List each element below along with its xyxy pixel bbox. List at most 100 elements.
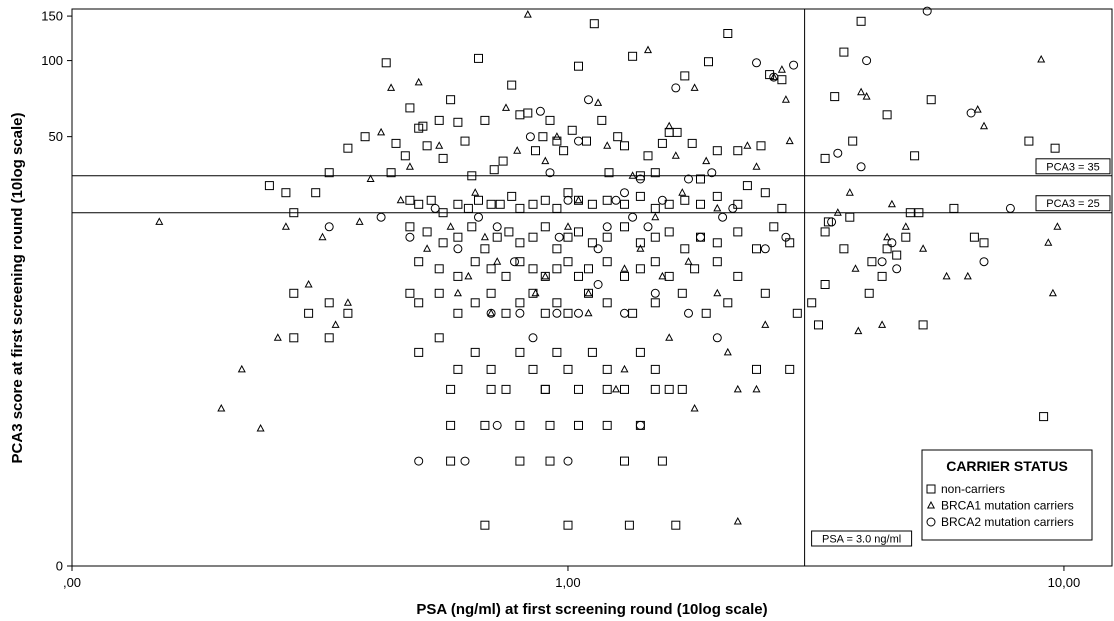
square-point <box>480 420 490 430</box>
square-point <box>495 199 505 209</box>
square-point <box>602 195 612 205</box>
square-point <box>680 244 690 254</box>
square-point <box>343 308 353 318</box>
square-point <box>446 420 456 430</box>
circle-point <box>789 60 799 70</box>
triangle-point <box>761 320 770 328</box>
triangle-point <box>256 423 265 432</box>
square-point <box>969 232 979 242</box>
square-point <box>664 384 674 394</box>
triangle-point <box>752 162 761 170</box>
square-point <box>760 288 770 298</box>
triangle-point <box>155 217 164 225</box>
triangle-point <box>857 87 866 96</box>
square-point <box>949 203 959 213</box>
square-point <box>680 71 690 81</box>
square-point <box>602 420 612 430</box>
circle-point <box>545 168 555 178</box>
square-point <box>438 208 448 218</box>
triangle-point <box>594 98 603 106</box>
circle-point <box>574 308 583 318</box>
y-tick-label: 100 <box>41 53 63 68</box>
square-point <box>470 298 480 308</box>
triangle-point <box>887 199 896 208</box>
square-point <box>635 191 645 201</box>
square-point <box>289 333 299 343</box>
triangle-point <box>979 121 989 130</box>
circle-point <box>584 95 593 105</box>
triangle-point <box>273 333 282 341</box>
square-point <box>515 456 525 466</box>
square-point <box>528 264 538 274</box>
circle-point <box>376 212 386 222</box>
triangle-point <box>785 136 794 145</box>
square-point <box>823 217 833 227</box>
square-point <box>531 146 540 156</box>
square-point <box>446 95 456 105</box>
square-point <box>540 384 550 394</box>
circle-point <box>671 83 681 93</box>
x-tick-label: ,00 <box>63 575 81 590</box>
square-point <box>602 298 612 308</box>
square-point <box>434 333 444 343</box>
square-point <box>723 298 733 308</box>
triangle-point <box>1044 238 1053 246</box>
square-point <box>620 456 629 466</box>
square-point <box>712 238 722 248</box>
square-point <box>864 288 874 298</box>
circle-point <box>781 232 791 242</box>
triangle-point <box>603 141 612 149</box>
square-point <box>414 199 424 209</box>
square-point <box>463 203 473 213</box>
square-point <box>587 347 597 357</box>
square-point <box>574 227 583 237</box>
circle-point <box>486 308 496 318</box>
legend-title: CARRIER STATUS <box>946 458 1068 474</box>
circle-point <box>922 6 932 16</box>
square-point <box>657 456 667 466</box>
square-point <box>635 347 645 357</box>
legend-marker-circle <box>926 517 936 527</box>
triangle-point <box>651 212 660 221</box>
circle-point <box>769 72 779 82</box>
square-point <box>567 125 577 135</box>
square-point <box>785 364 795 374</box>
square-point <box>643 151 653 161</box>
square-point <box>324 333 334 343</box>
circle-point <box>862 56 872 66</box>
circle-point <box>657 195 667 205</box>
square-point <box>664 199 674 209</box>
square-point <box>486 364 496 374</box>
square-point <box>650 298 660 308</box>
reference-label: PSA = 3.0 ng/ml <box>822 534 901 546</box>
square-point <box>453 364 463 374</box>
square-point <box>1024 136 1034 146</box>
triangle-point <box>377 127 386 136</box>
square-point <box>624 520 634 530</box>
square-point <box>814 320 823 330</box>
triangle-point <box>713 288 722 297</box>
circle-point <box>593 280 603 289</box>
triangle-point <box>733 516 742 525</box>
square-point <box>914 208 924 218</box>
triangle-point <box>752 384 761 393</box>
square-point <box>552 203 562 213</box>
circle-point <box>650 288 660 298</box>
triangle-point <box>331 320 340 328</box>
circle-point <box>718 212 728 222</box>
square-point <box>905 208 915 218</box>
square-point <box>574 61 583 71</box>
square-point <box>480 520 490 530</box>
triangle-point <box>919 244 928 252</box>
circle-point <box>856 162 866 172</box>
square-point <box>480 115 490 125</box>
circle-point <box>728 203 738 213</box>
triangle-point <box>942 271 951 280</box>
triangle-point <box>366 174 375 182</box>
square-point <box>540 195 550 205</box>
triangle-point <box>769 72 778 81</box>
square-point <box>848 136 858 146</box>
square-point <box>602 384 612 394</box>
square-point <box>687 138 697 148</box>
reference-label-box <box>1035 195 1111 212</box>
